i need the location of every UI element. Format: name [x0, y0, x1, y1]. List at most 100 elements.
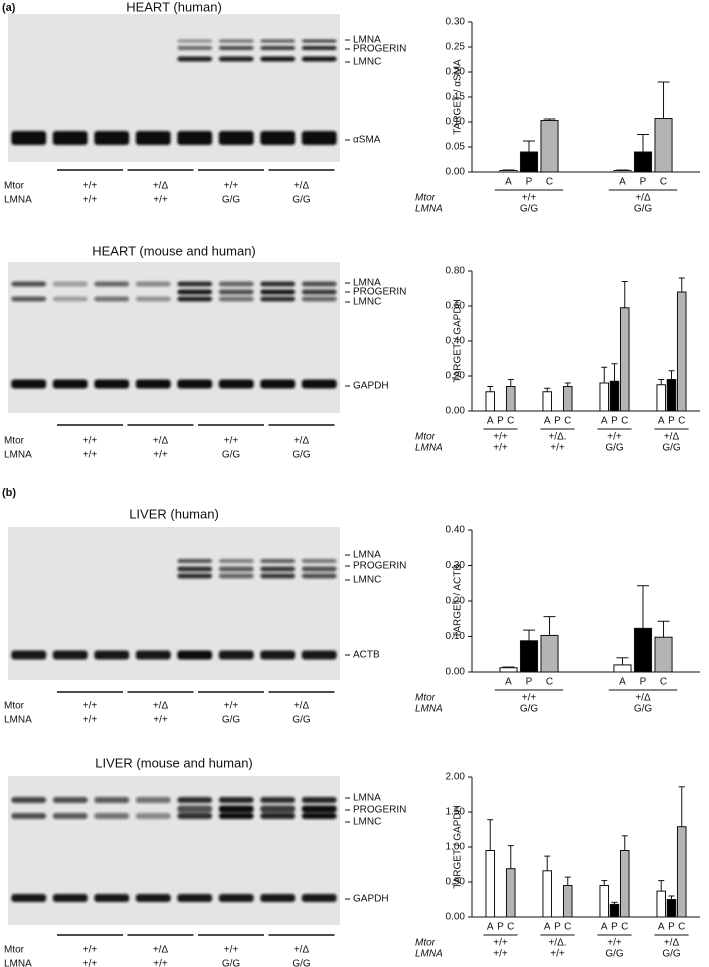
category-axis-name: Mtor — [415, 432, 436, 443]
band — [218, 39, 254, 43]
bar-letter: A — [601, 416, 608, 427]
blot-bands — [11, 39, 337, 145]
band — [218, 797, 254, 803]
band — [301, 559, 337, 563]
y-tick-label: 0.05 — [446, 142, 466, 153]
genotype: +/+ — [153, 715, 168, 726]
subcategory-label: G/G — [662, 949, 681, 960]
band — [260, 894, 296, 902]
error-bar — [507, 379, 514, 387]
band-label: GAPDH — [353, 894, 389, 905]
y-tick-label: 0.20 — [446, 67, 466, 78]
band — [11, 894, 47, 902]
band-label: LMNC — [353, 817, 381, 828]
y-tick-label: 0.00 — [446, 912, 466, 923]
bar-letter: P — [526, 677, 533, 688]
bar-letter: C — [678, 922, 685, 933]
error-bar — [668, 370, 675, 380]
category-label: +/Δ — [635, 193, 651, 204]
genotype: +/+ — [153, 195, 168, 206]
bar-letter: A — [544, 416, 551, 427]
band — [177, 296, 213, 302]
category-label: +/+ — [607, 432, 622, 443]
band — [11, 797, 47, 803]
error-bar — [502, 666, 515, 668]
band — [218, 296, 254, 302]
genotype: +/+ — [224, 945, 239, 956]
genotype: +/Δ — [294, 701, 310, 712]
band — [218, 894, 254, 902]
genotype: +/+ — [83, 436, 98, 447]
category-label: +/+ — [493, 938, 508, 949]
band — [135, 894, 171, 902]
bar — [519, 151, 539, 173]
y-tick-label: 0.50 — [446, 877, 466, 888]
band — [177, 131, 213, 145]
bar-letter: C — [507, 416, 514, 427]
band — [177, 281, 213, 287]
error-bar — [544, 855, 551, 871]
band — [260, 296, 296, 302]
band — [301, 46, 337, 50]
bar-letter: C — [564, 922, 571, 933]
band — [94, 379, 130, 389]
blot-title: HEART (human) — [126, 0, 222, 14]
row-name: Mtor — [4, 181, 25, 192]
band — [52, 813, 88, 819]
row-name: Mtor — [4, 701, 25, 712]
band — [260, 56, 296, 62]
bar-letter: C — [660, 677, 667, 688]
genotype: +/+ — [83, 959, 98, 967]
error-bar — [601, 366, 608, 383]
bar — [619, 307, 630, 412]
band — [11, 131, 47, 145]
genotype: +/+ — [83, 195, 98, 206]
band — [218, 650, 254, 660]
band — [177, 813, 213, 819]
band — [260, 39, 296, 43]
error-bar — [637, 585, 649, 629]
band-label: LMNC — [353, 297, 381, 308]
row-name: Mtor — [4, 945, 25, 956]
category-axis-name: Mtor — [415, 938, 436, 949]
error-bar — [637, 134, 649, 152]
bar — [485, 850, 496, 918]
y-tick-label: 2.00 — [446, 772, 466, 783]
band — [177, 797, 213, 803]
band — [301, 566, 337, 572]
band-label: LMNA — [353, 550, 381, 561]
bar — [666, 379, 677, 412]
genotype: +/Δ — [294, 181, 310, 192]
genotype: +/+ — [224, 181, 239, 192]
band — [218, 131, 254, 145]
genotype: G/G — [222, 715, 241, 726]
subcategory-label: G/G — [634, 704, 653, 715]
band — [52, 296, 88, 302]
band — [135, 131, 171, 145]
band-label: αSMA — [353, 135, 381, 146]
y-axis-label: TARGET / GAPDH — [453, 805, 464, 889]
band — [301, 56, 337, 62]
band — [52, 131, 88, 145]
band-label: PROGERIN — [353, 287, 406, 298]
band-label: LMNA — [353, 793, 381, 804]
category-label: +/+ — [493, 432, 508, 443]
band — [52, 894, 88, 902]
y-tick-label: 0.25 — [446, 42, 466, 53]
category-axis-name: LMNA — [415, 704, 443, 715]
genotype: +/+ — [83, 450, 98, 461]
band — [301, 296, 337, 302]
genotype: G/G — [222, 450, 241, 461]
band — [301, 379, 337, 389]
genotype: G/G — [292, 450, 311, 461]
genotype: +/Δ — [153, 945, 169, 956]
category-label: +/+ — [607, 938, 622, 949]
bar-letter: C — [564, 416, 571, 427]
blot-bands — [11, 797, 337, 902]
band — [135, 379, 171, 389]
band — [260, 131, 296, 145]
band — [301, 39, 337, 43]
genotype: +/+ — [153, 450, 168, 461]
row-name: LMNA — [4, 715, 32, 726]
bar-letter: A — [658, 416, 665, 427]
